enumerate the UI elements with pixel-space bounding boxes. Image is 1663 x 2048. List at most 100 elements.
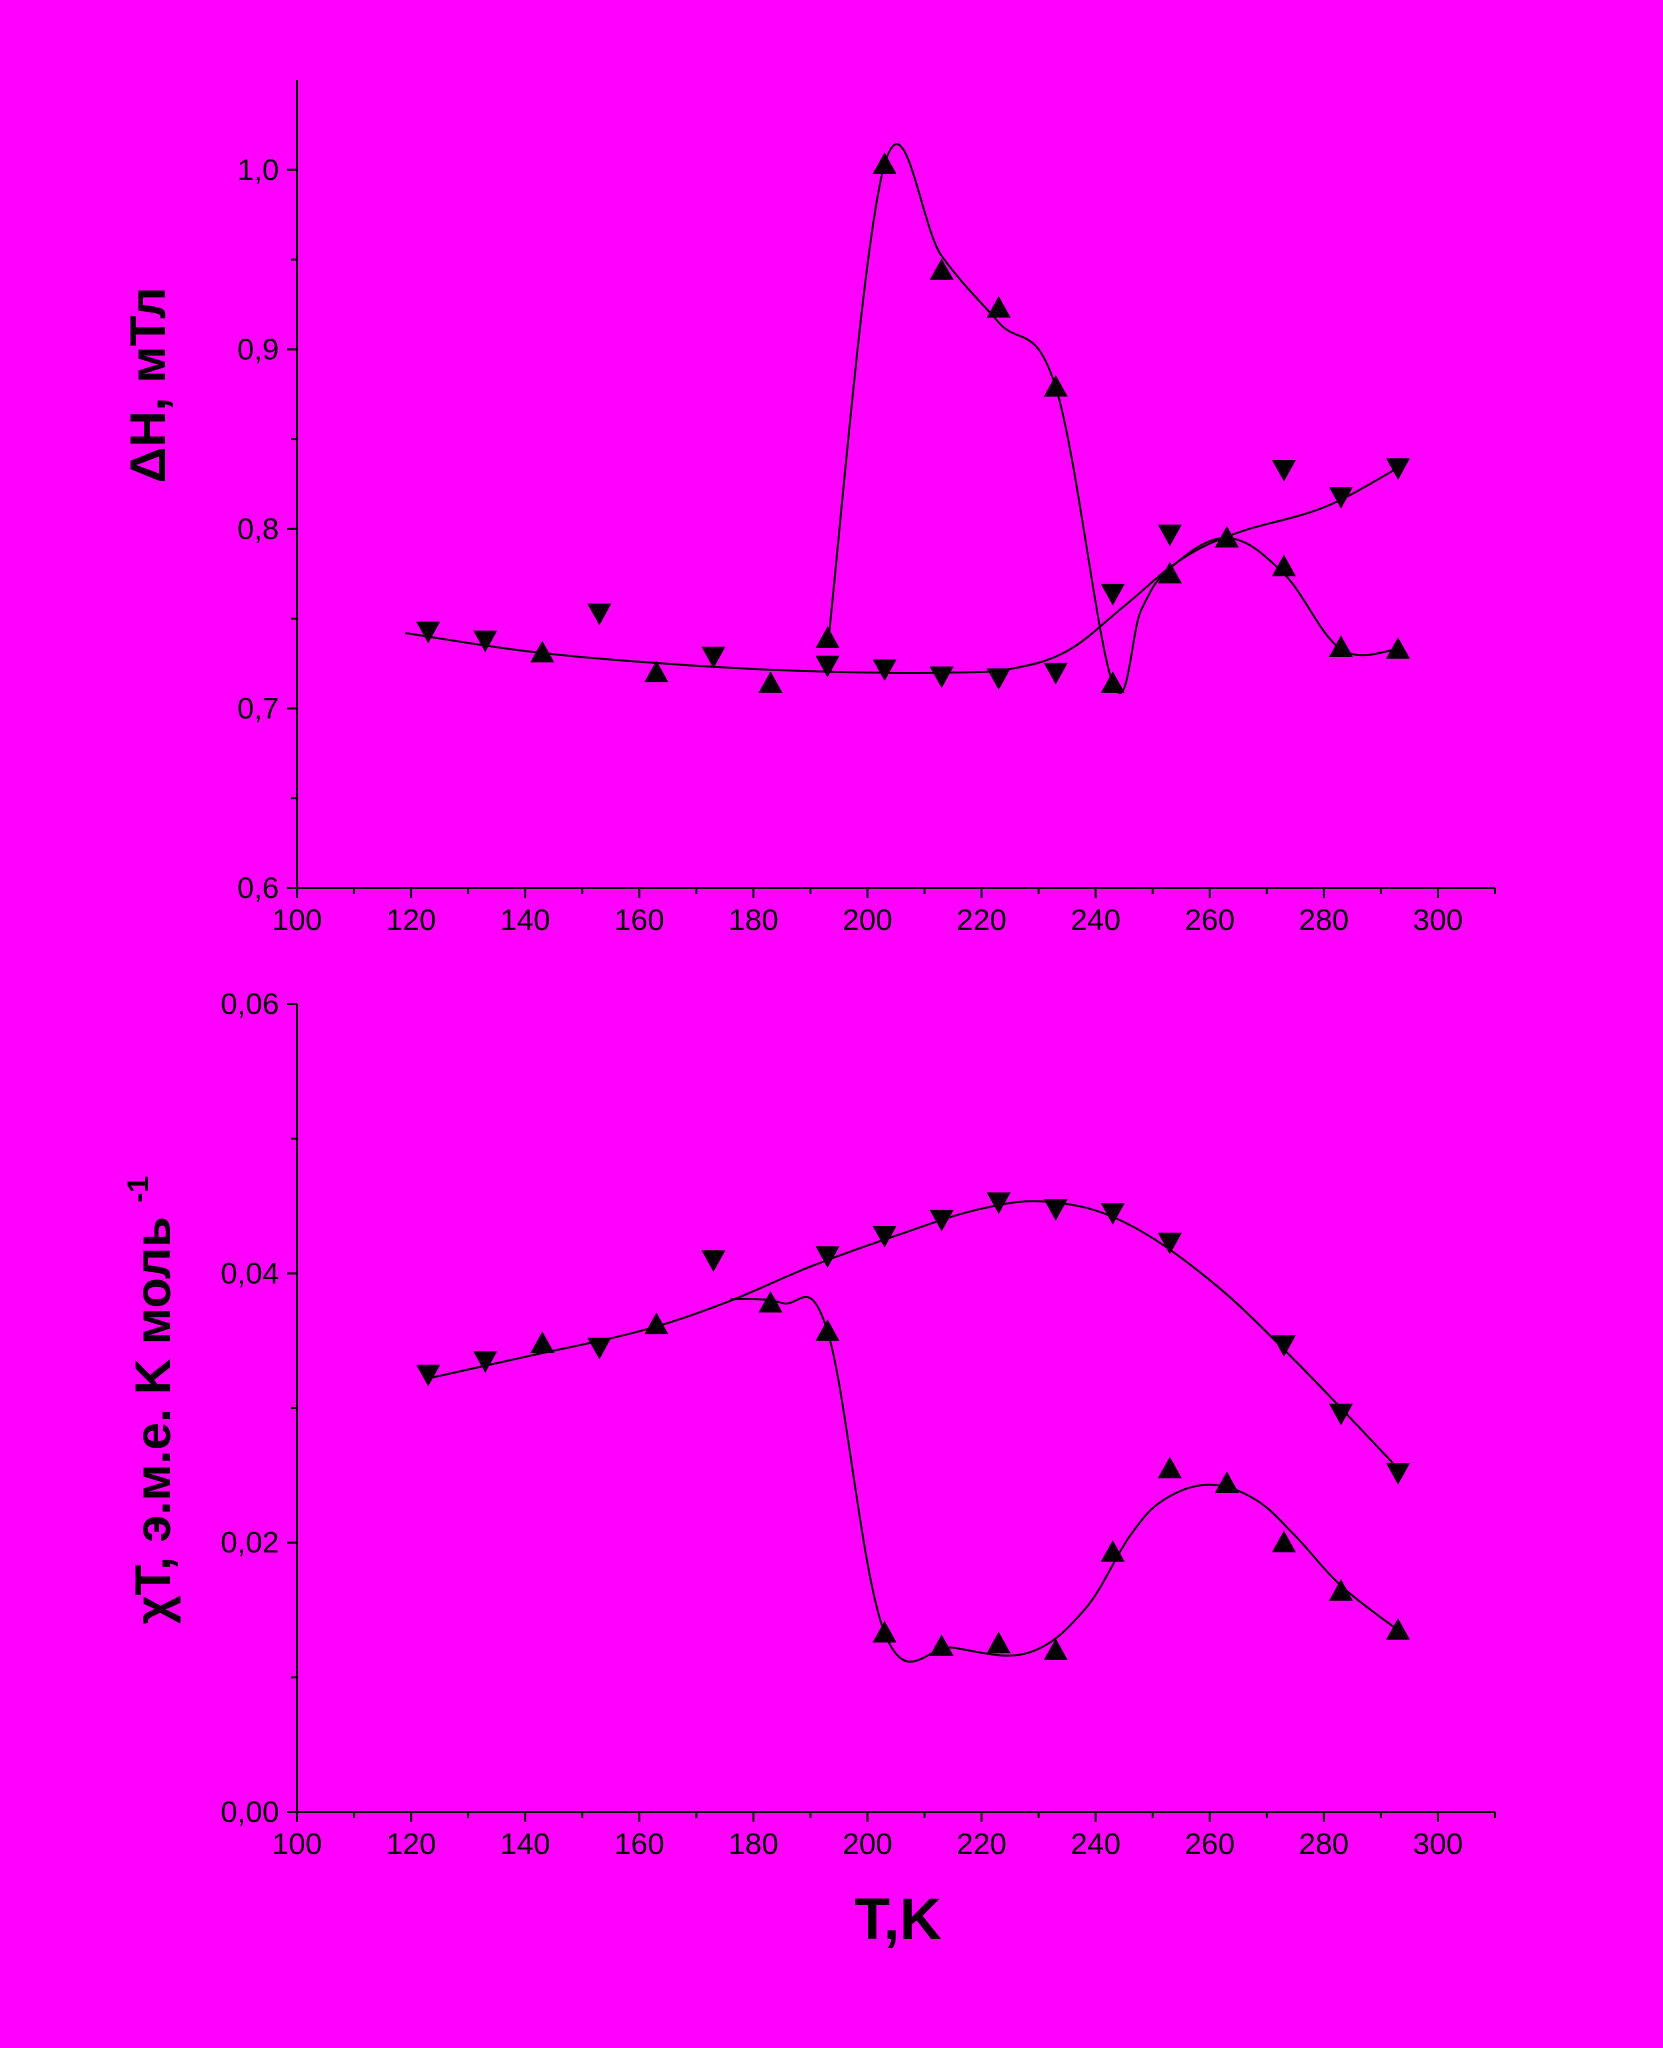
top-triangle-down-point bbox=[986, 668, 1011, 690]
top-x-tick-label: 220 bbox=[957, 904, 1007, 937]
bottom-x-tick-label: 200 bbox=[842, 1828, 892, 1861]
top-x-tick-label: 300 bbox=[1413, 904, 1463, 937]
bottom-triangle-down-point bbox=[701, 1250, 726, 1272]
top-triangle-up-point bbox=[929, 258, 954, 280]
bottom-triangle-up-point bbox=[644, 1312, 669, 1335]
top-triangle-up-point bbox=[1100, 671, 1125, 693]
top-series-0-curve bbox=[405, 466, 1399, 675]
top-triangle-down-point bbox=[929, 666, 954, 689]
top-x-tick-label: 280 bbox=[1299, 904, 1349, 937]
top-y-tick-label: 0,7 bbox=[237, 692, 279, 725]
top-triangle-up-point bbox=[1386, 637, 1411, 659]
bottom-triangle-up-point bbox=[1214, 1471, 1239, 1494]
bottom-triangle-down-point bbox=[815, 1246, 840, 1268]
top-triangle-down-point bbox=[815, 655, 840, 678]
bottom-triangle-up-point bbox=[986, 1631, 1011, 1654]
bottom-triangle-down-point bbox=[587, 1337, 612, 1360]
bottom-x-tick-label: 180 bbox=[728, 1828, 778, 1861]
top-triangle-down-point bbox=[1328, 486, 1353, 509]
top-triangle-up-point bbox=[1214, 525, 1239, 548]
top-triangle-up-point bbox=[1271, 554, 1296, 577]
bottom-x-tick-label: 140 bbox=[500, 1828, 550, 1861]
bottom-triangle-down-point bbox=[1328, 1403, 1353, 1426]
bottom-x-tick-label: 260 bbox=[1185, 1828, 1235, 1861]
top-triangle-up-point bbox=[644, 660, 669, 683]
bottom-x-tick-label: 120 bbox=[386, 1828, 436, 1861]
bottom-triangle-up-point bbox=[1100, 1540, 1125, 1562]
bottom-triangle-up-point bbox=[1328, 1579, 1353, 1601]
top-x-tick-label: 240 bbox=[1071, 904, 1121, 937]
top-y-axis-title: ΔH, мТл bbox=[120, 287, 176, 483]
top-markers bbox=[416, 152, 1411, 693]
bottom-series-1-curve bbox=[730, 1295, 1399, 1663]
bottom-panel: 100 120 140 160 180 200 220 240 260 280 300 0,00 0,0… bbox=[221, 988, 1496, 1861]
bottom-x-tick-label: 160 bbox=[614, 1828, 664, 1861]
top-y-tick-label: 0,9 bbox=[237, 333, 279, 366]
bottom-y-tick-label: 0,06 bbox=[221, 988, 279, 1021]
bottom-triangle-up-point bbox=[1157, 1456, 1182, 1479]
bottom-triangle-down-point bbox=[1043, 1199, 1068, 1221]
bottom-triangle-up-point bbox=[1386, 1618, 1411, 1640]
top-triangle-up-point bbox=[530, 640, 555, 663]
bottom-triangle-down-point bbox=[1157, 1232, 1182, 1255]
bottom-triangle-down-point bbox=[872, 1226, 897, 1248]
top-y-tick-label: 0,8 bbox=[237, 513, 279, 546]
top-triangle-down-point bbox=[701, 646, 726, 669]
bottom-y-axis-title-superscript: -1 bbox=[122, 1176, 155, 1203]
bottom-triangle-up-point bbox=[1043, 1638, 1068, 1660]
bottom-triangle-down-point bbox=[1271, 1335, 1296, 1357]
top-triangle-down-point bbox=[587, 603, 612, 626]
top-x-tick-label: 100 bbox=[272, 904, 322, 937]
top-triangle-down-point bbox=[473, 630, 498, 653]
x-axis-title: T,K bbox=[855, 1887, 942, 1952]
top-triangle-up-point bbox=[1043, 375, 1068, 397]
bottom-x-tick-label: 240 bbox=[1071, 1828, 1121, 1861]
top-triangle-down-point bbox=[1100, 583, 1125, 606]
bottom-triangle-down-point bbox=[929, 1209, 954, 1232]
bottom-triangle-up-point bbox=[758, 1290, 783, 1313]
top-x-tick-label: 260 bbox=[1185, 904, 1235, 937]
bottom-markers bbox=[416, 1192, 1411, 1660]
top-triangle-down-point bbox=[1043, 662, 1068, 685]
bottom-x-tick-label: 100 bbox=[272, 1828, 322, 1861]
top-x-tick-label: 200 bbox=[842, 904, 892, 937]
top-triangle-up-point bbox=[1157, 561, 1182, 584]
top-triangle-up-point bbox=[758, 671, 783, 693]
bottom-triangle-up-point bbox=[530, 1331, 555, 1353]
bottom-x-tick-label: 220 bbox=[957, 1828, 1007, 1861]
bottom-y-tick-label: 0,04 bbox=[221, 1257, 279, 1290]
top-x-tick-label: 120 bbox=[386, 904, 436, 937]
bottom-triangle-up-point bbox=[872, 1620, 897, 1643]
top-panel: 100 120 140 160 180 200 220 240 260 280 300 0,6 0,7 0… bbox=[237, 80, 1496, 937]
top-y-tick-label: 0,6 bbox=[237, 872, 279, 905]
top-triangle-up-point bbox=[872, 152, 897, 174]
bottom-x-tick-label: 300 bbox=[1413, 1828, 1463, 1861]
bottom-triangle-down-point bbox=[1386, 1463, 1411, 1485]
top-triangle-down-point bbox=[416, 621, 441, 644]
top-triangle-up-point bbox=[1328, 635, 1353, 657]
top-x-tick-label: 180 bbox=[728, 904, 778, 937]
top-y-tick-label: 1,0 bbox=[237, 154, 279, 187]
top-ticks: 100 120 140 160 180 200 220 240 260 280 300 0,6 0,7 0… bbox=[237, 154, 1496, 937]
bottom-triangle-down-point bbox=[986, 1192, 1011, 1214]
bottom-ticks: 100 120 140 160 180 200 220 240 260 280 300 0,00 0,0… bbox=[221, 988, 1496, 1861]
bottom-triangle-up-point bbox=[815, 1319, 840, 1341]
top-triangle-down-point bbox=[872, 659, 897, 681]
bottom-triangle-up-point bbox=[929, 1634, 954, 1656]
top-x-tick-label: 140 bbox=[500, 904, 550, 937]
top-triangle-down-point bbox=[1271, 460, 1296, 482]
top-axes bbox=[296, 80, 1495, 889]
top-triangle-down-point bbox=[1386, 458, 1411, 480]
top-triangle-up-point bbox=[815, 626, 840, 649]
top-x-tick-label: 160 bbox=[614, 904, 664, 937]
bottom-y-tick-label: 0,02 bbox=[221, 1527, 279, 1560]
bottom-triangle-up-point bbox=[1271, 1530, 1296, 1553]
bottom-x-tick-label: 280 bbox=[1299, 1828, 1349, 1861]
top-triangle-down-point bbox=[1157, 524, 1182, 547]
bottom-triangle-down-point bbox=[416, 1364, 441, 1387]
bottom-triangle-down-point bbox=[473, 1351, 498, 1373]
bottom-y-axis-title: χT, э.м.е. K моль -1 bbox=[122, 1176, 181, 1624]
bottom-y-axis-title-main: χT, э.м.е. K моль bbox=[125, 1216, 181, 1624]
bottom-triangle-down-point bbox=[1100, 1203, 1125, 1225]
